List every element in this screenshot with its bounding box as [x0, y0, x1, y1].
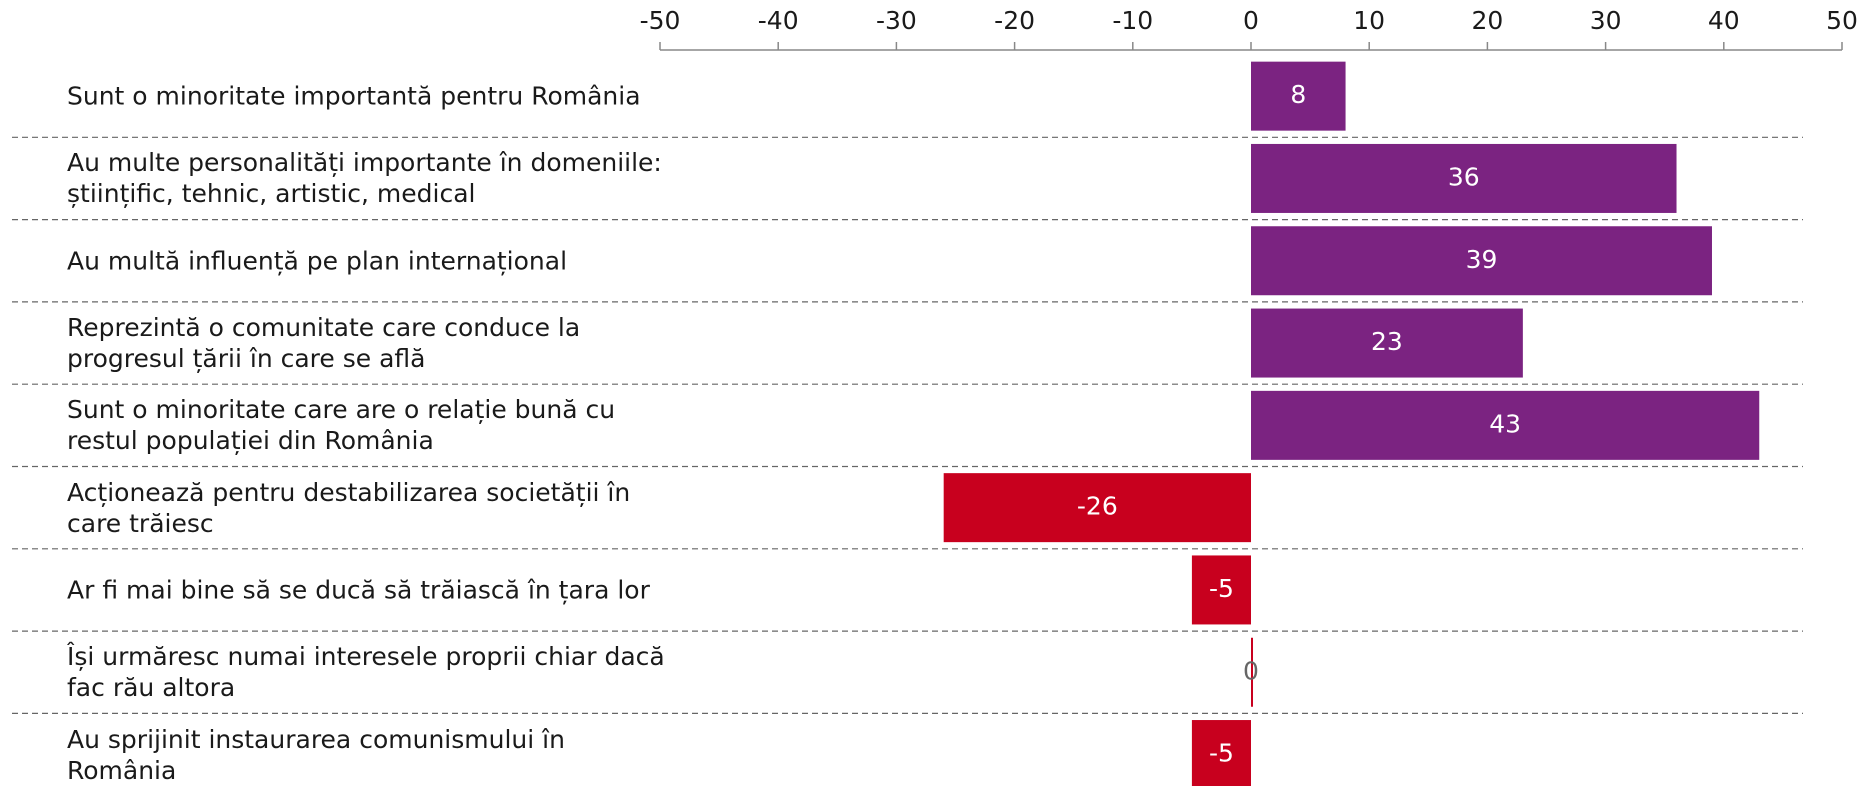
- bar: [1251, 637, 1253, 707]
- x-tick-label: -40: [758, 6, 799, 35]
- category-label: Ar fi mai bine să se ducă să trăiască în…: [67, 575, 650, 605]
- bar: [1251, 143, 1677, 213]
- value-label: -5: [1209, 574, 1234, 603]
- x-tick-label: 30: [1590, 6, 1622, 35]
- value-label: 0: [1243, 656, 1259, 685]
- bar: [1251, 390, 1760, 460]
- bar: [1191, 720, 1251, 786]
- bar: [943, 473, 1251, 543]
- x-tick-label: 50: [1826, 6, 1858, 35]
- category-label: Au sprijinit instaurarea comunismului în…: [67, 724, 565, 785]
- x-tick-label: -10: [1112, 6, 1153, 35]
- category-label: Au multă influență pe plan internațional: [67, 246, 568, 276]
- category-label: Acționează pentru destabilizarea societă…: [67, 477, 631, 538]
- category-label: Reprezintă o comunitate care conduce la …: [67, 313, 581, 374]
- value-label: 43: [1489, 409, 1521, 438]
- value-label: -5: [1209, 739, 1234, 768]
- x-tick-label: -20: [994, 6, 1035, 35]
- x-tick-label: 10: [1353, 6, 1385, 35]
- x-tick-label: -30: [876, 6, 917, 35]
- category-label: Au multe personalități importante în dom…: [67, 148, 662, 209]
- category-label: Își urmăresc numai interesele proprii ch…: [67, 642, 665, 703]
- value-label: 23: [1371, 327, 1403, 356]
- value-label: 39: [1466, 245, 1498, 274]
- category-label: Sunt o minoritate importantă pentru Româ…: [67, 81, 641, 111]
- bar: [1251, 308, 1523, 378]
- x-tick-label: -50: [640, 6, 681, 35]
- x-tick-label: 20: [1471, 6, 1503, 35]
- value-label: 8: [1290, 80, 1306, 109]
- category-label: Sunt o minoritate care are o relație bun…: [67, 395, 616, 456]
- value-label: 36: [1448, 162, 1480, 191]
- bar: [1191, 555, 1251, 625]
- x-tick-label: 40: [1708, 6, 1740, 35]
- x-tick-label: 0: [1243, 6, 1259, 35]
- bar: [1251, 61, 1346, 131]
- value-label: -26: [1077, 492, 1118, 521]
- bar: [1251, 226, 1712, 296]
